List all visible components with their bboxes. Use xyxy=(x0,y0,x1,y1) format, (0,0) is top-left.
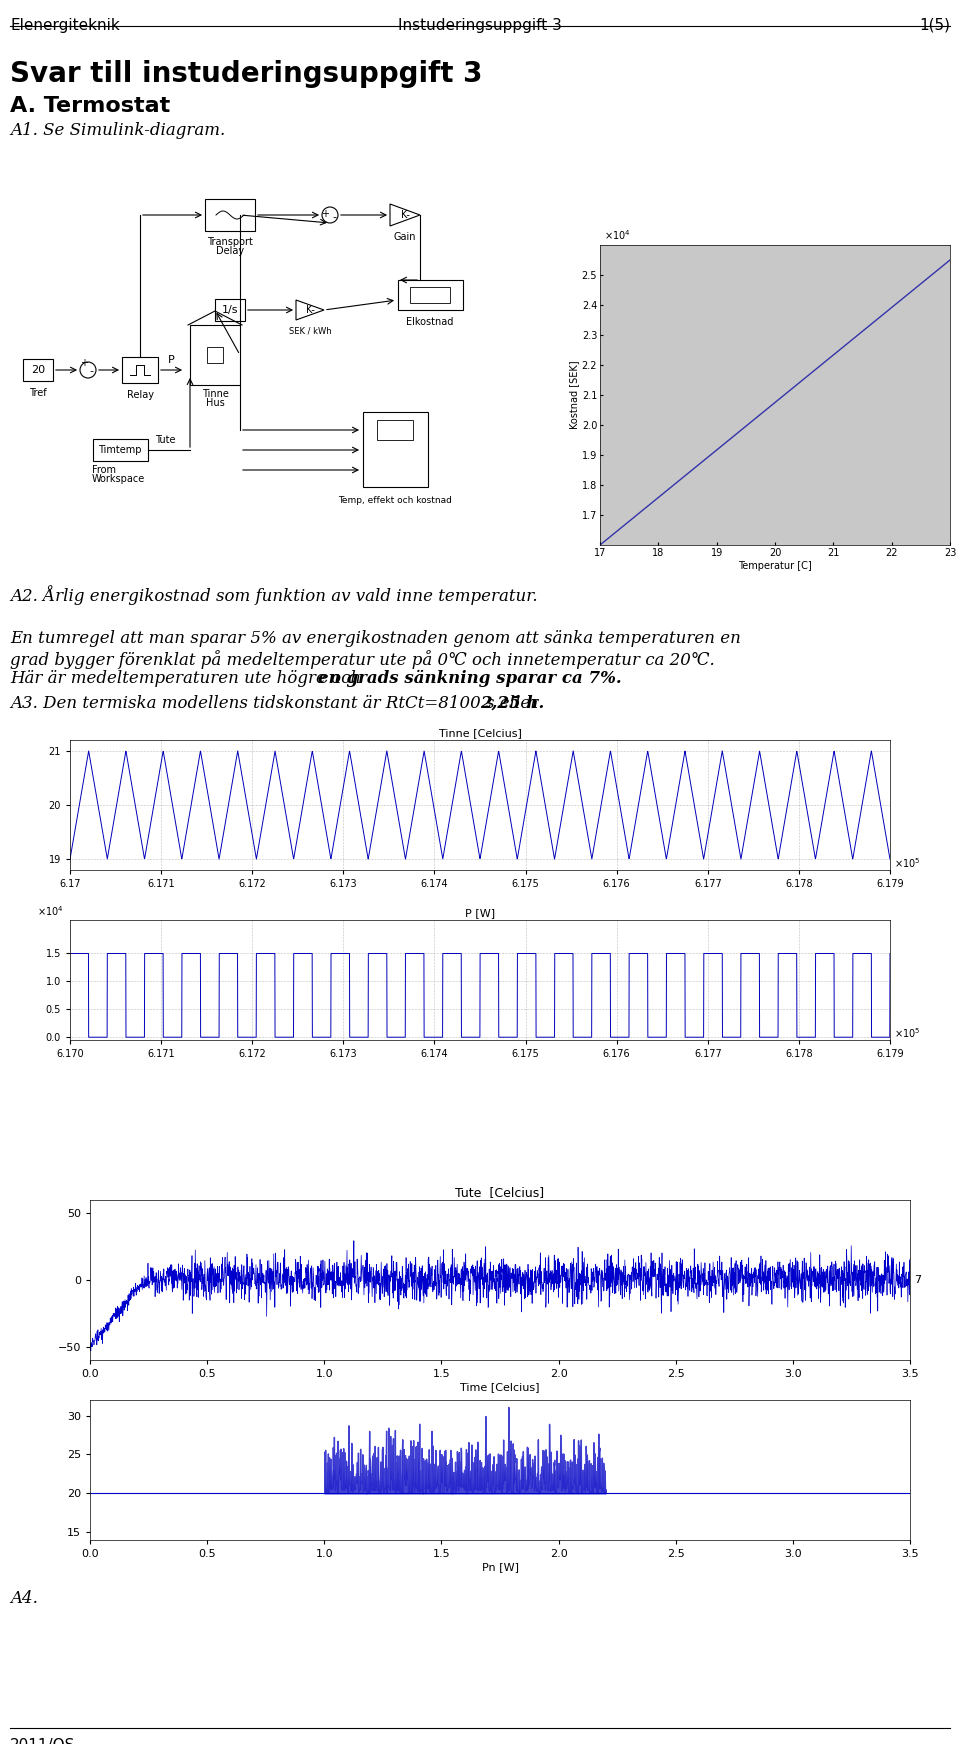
Text: $\times10^4$: $\times10^4$ xyxy=(37,903,64,917)
Text: grad bygger förenklat på medeltemperatur ute på 0℃ och innetemperatur ca 20℃.: grad bygger förenklat på medeltemperatur… xyxy=(10,651,715,670)
Text: -: - xyxy=(89,366,93,377)
Text: Workspace: Workspace xyxy=(92,474,145,485)
Text: Tref: Tref xyxy=(29,387,47,398)
Bar xyxy=(23,359,53,380)
Bar xyxy=(92,439,148,460)
Text: $\times10^5$: $\times10^5$ xyxy=(894,1025,921,1039)
Bar xyxy=(363,413,427,488)
Text: A. Termostat: A. Termostat xyxy=(10,96,170,117)
Text: +: + xyxy=(321,209,329,220)
Text: Elkostnad: Elkostnad xyxy=(406,317,454,328)
Bar xyxy=(215,298,245,321)
Text: Här är medeltemperaturen ute högre och: Här är medeltemperaturen ute högre och xyxy=(10,670,367,687)
Text: 1/s: 1/s xyxy=(222,305,238,316)
Text: En tumregel att man sparar 5% av energikostnaden genom att sänka temperaturen en: En tumregel att man sparar 5% av energik… xyxy=(10,630,741,647)
Text: 7: 7 xyxy=(914,1275,922,1285)
Text: K-: K- xyxy=(305,305,315,316)
Title: Tute  [Celcius]: Tute [Celcius] xyxy=(455,1186,544,1198)
Text: Tinne: Tinne xyxy=(202,389,228,399)
Polygon shape xyxy=(296,300,324,319)
Y-axis label: Kostnad [SEK]: Kostnad [SEK] xyxy=(569,361,579,429)
X-axis label: Time [Celcius]: Time [Celcius] xyxy=(460,1381,540,1392)
Title: Tinne [Celcius]: Tinne [Celcius] xyxy=(439,727,521,738)
X-axis label: Temperatur [C]: Temperatur [C] xyxy=(738,560,812,570)
Text: A1. Se Simulink-diagram.: A1. Se Simulink-diagram. xyxy=(10,122,226,140)
Text: $\times10^5$: $\times10^5$ xyxy=(894,856,921,870)
Text: Relay: Relay xyxy=(127,391,154,399)
X-axis label: Pn [W]: Pn [W] xyxy=(482,1563,518,1571)
Text: Transport: Transport xyxy=(207,237,252,248)
Text: +: + xyxy=(80,358,88,368)
Bar xyxy=(377,420,413,439)
Text: 1(5): 1(5) xyxy=(919,17,950,33)
Text: 2011/OS: 2011/OS xyxy=(10,1739,76,1744)
Text: Elenergiteknik: Elenergiteknik xyxy=(10,17,120,33)
Text: -: - xyxy=(332,213,336,221)
Text: A3. Den termiska modellens tidskonstant är RtCt=8100 s eller: A3. Den termiska modellens tidskonstant … xyxy=(10,696,543,712)
Text: SEK / kWh: SEK / kWh xyxy=(289,326,331,335)
Text: Timtemp: Timtemp xyxy=(98,445,142,455)
Bar xyxy=(190,324,240,385)
Bar xyxy=(122,358,158,384)
Text: Svar till instuderingsuppgift 3: Svar till instuderingsuppgift 3 xyxy=(10,59,483,87)
Text: P: P xyxy=(168,356,175,364)
Text: A4.: A4. xyxy=(10,1591,37,1606)
Text: Tute: Tute xyxy=(155,434,176,445)
Bar xyxy=(410,288,450,303)
Text: Gain: Gain xyxy=(394,232,417,242)
Text: From: From xyxy=(92,466,116,474)
Text: Temp, effekt och kostnad: Temp, effekt och kostnad xyxy=(338,495,452,506)
Text: $\times10^4$: $\times10^4$ xyxy=(604,228,630,242)
Polygon shape xyxy=(390,204,420,227)
Bar xyxy=(205,199,255,230)
Text: en grads sänkning sparar ca 7%.: en grads sänkning sparar ca 7%. xyxy=(318,670,622,687)
Text: 2,25 h.: 2,25 h. xyxy=(480,696,544,712)
Bar xyxy=(397,281,463,310)
Text: 20: 20 xyxy=(31,364,45,375)
Title: P [W]: P [W] xyxy=(465,909,495,917)
Bar xyxy=(207,347,223,363)
Text: Hus: Hus xyxy=(205,398,225,408)
Text: A2. Årlig energikostnad som funktion av vald inne temperatur.: A2. Årlig energikostnad som funktion av … xyxy=(10,584,538,605)
Text: Delay: Delay xyxy=(216,246,244,256)
Text: Instuderingsuppgift 3: Instuderingsuppgift 3 xyxy=(398,17,562,33)
Text: K-: K- xyxy=(400,209,409,220)
